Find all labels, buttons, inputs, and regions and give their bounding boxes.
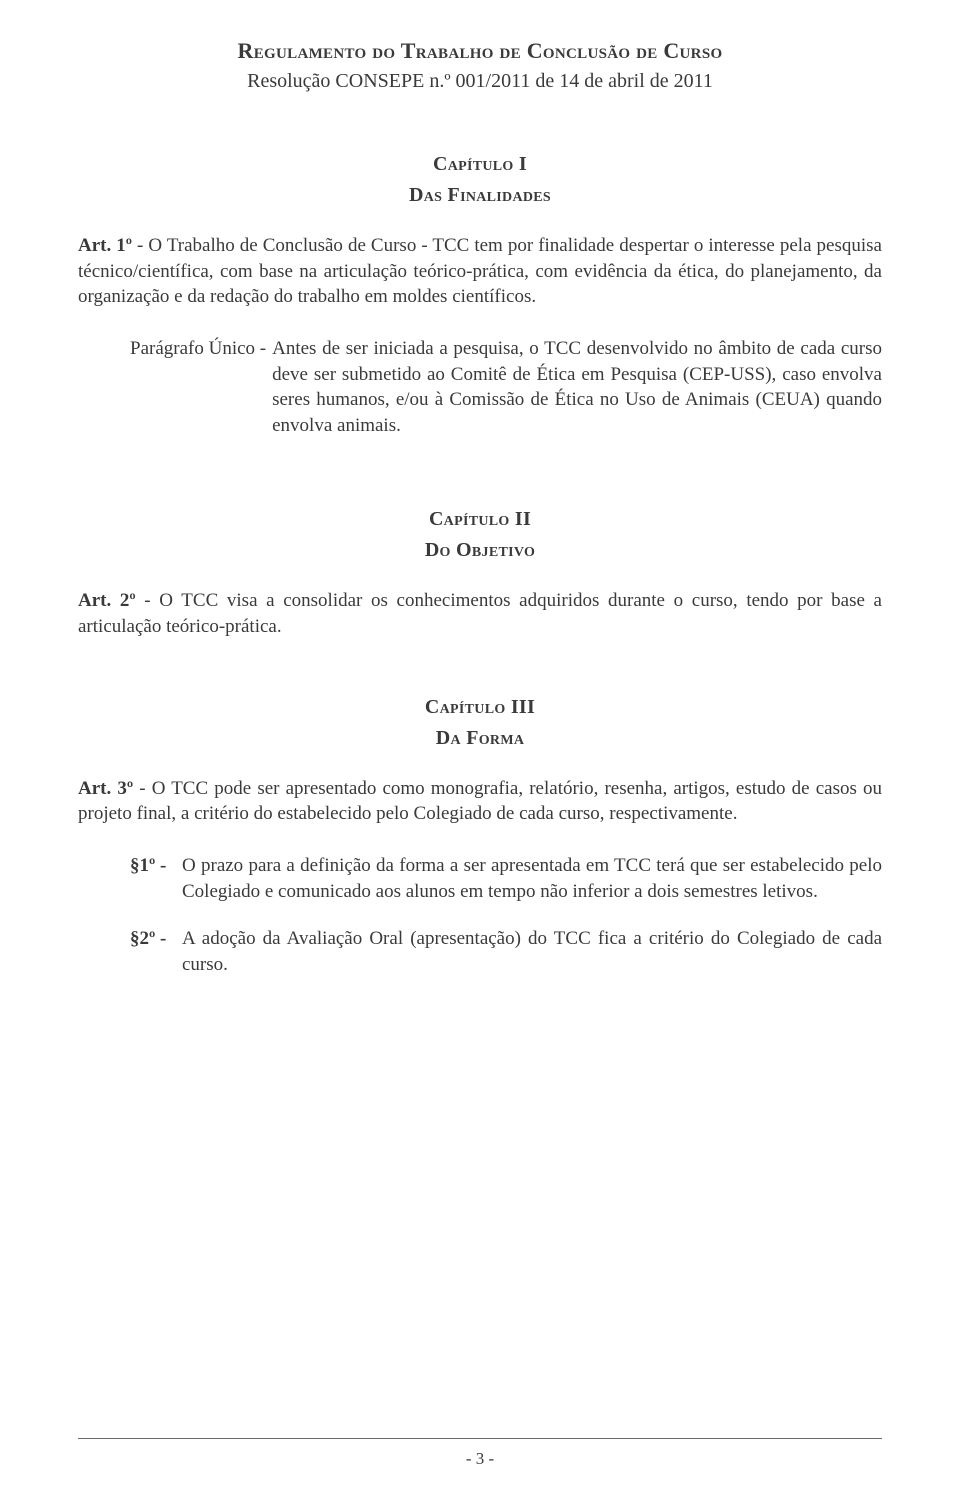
paragraph-2-text: A adoção da Avaliação Oral (apresentação… bbox=[182, 926, 882, 977]
paragraph-2-label: §2º - bbox=[130, 926, 182, 977]
article-2-text: - O TCC visa a consolidar os conheciment… bbox=[78, 590, 882, 637]
chapter-2-label: Capítulo II bbox=[78, 508, 882, 531]
article-2: Art. 2º - O TCC visa a consolidar os con… bbox=[78, 588, 882, 639]
chapter-1-label: Capítulo I bbox=[78, 153, 882, 176]
article-3: Art. 3º - O TCC pode ser apresentado com… bbox=[78, 776, 882, 827]
paragraph-1-text: O prazo para a definição da forma a ser … bbox=[182, 853, 882, 904]
article-3-text: - O TCC pode ser apresentado como monogr… bbox=[78, 778, 882, 825]
page-footer: - 3 - bbox=[78, 1438, 882, 1469]
chapter-3-subtitle: Da Forma bbox=[78, 727, 882, 750]
paragrafo-unico-label: Parágrafo Único - bbox=[130, 336, 272, 439]
article-3-lead: Art. 3º bbox=[78, 778, 133, 799]
page-number: - 3 - bbox=[78, 1449, 882, 1469]
paragrafo-unico-text: Antes de ser iniciada a pesquisa, o TCC … bbox=[272, 336, 882, 439]
chapter-2-subtitle: Do Objetivo bbox=[78, 539, 882, 562]
article-2-lead: Art. 2º bbox=[78, 590, 136, 611]
paragraph-2: §2º - A adoção da Avaliação Oral (aprese… bbox=[78, 926, 882, 977]
document-title: Regulamento do Trabalho de Conclusão de … bbox=[78, 38, 882, 64]
chapter-1-subtitle: Das Finalidades bbox=[78, 184, 882, 207]
article-1-text: - O Trabalho de Conclusão de Curso - TCC… bbox=[78, 235, 882, 307]
resolution-line: Resolução CONSEPE n.º 001/2011 de 14 de … bbox=[78, 70, 882, 93]
paragrafo-unico: Parágrafo Único - Antes de ser iniciada … bbox=[78, 336, 882, 439]
paragraph-1: §1º - O prazo para a definição da forma … bbox=[78, 853, 882, 904]
paragraph-1-label: §1º - bbox=[130, 853, 182, 904]
article-1-lead: Art. 1º bbox=[78, 235, 132, 256]
chapter-3-label: Capítulo III bbox=[78, 696, 882, 719]
article-1: Art. 1º - O Trabalho de Conclusão de Cur… bbox=[78, 233, 882, 310]
footer-rule bbox=[78, 1438, 882, 1439]
